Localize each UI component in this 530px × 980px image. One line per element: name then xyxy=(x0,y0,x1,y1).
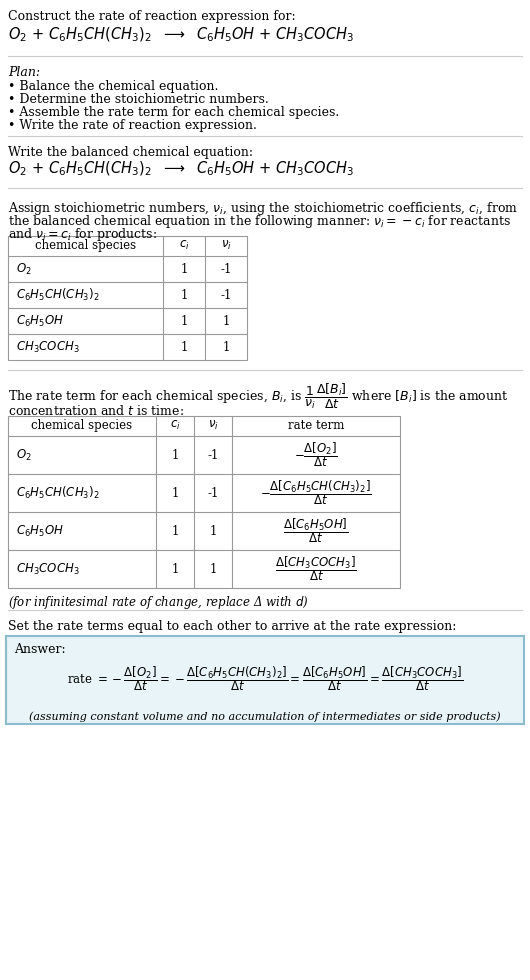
Text: chemical species: chemical species xyxy=(31,419,132,432)
Text: 1: 1 xyxy=(222,315,229,327)
Text: $O_2$ $+$ $C_6H_5CH(CH_3)_2$  $\longrightarrow$  $C_6H_5OH$ $+$ $CH_3COCH_3$: $O_2$ $+$ $C_6H_5CH(CH_3)_2$ $\longright… xyxy=(8,160,354,178)
Text: $C_6H_5CH(CH_3)_2$: $C_6H_5CH(CH_3)_2$ xyxy=(16,485,100,501)
Text: 1: 1 xyxy=(180,315,188,327)
Text: Plan:: Plan: xyxy=(8,66,40,79)
Text: 1: 1 xyxy=(171,563,179,575)
Text: • Assemble the rate term for each chemical species.: • Assemble the rate term for each chemic… xyxy=(8,106,339,119)
Text: 1: 1 xyxy=(222,340,229,354)
Text: $O_2$ $+$ $C_6H_5CH(CH_3)_2$  $\longrightarrow$  $C_6H_5OH$ $+$ $CH_3COCH_3$: $O_2$ $+$ $C_6H_5CH(CH_3)_2$ $\longright… xyxy=(8,26,354,44)
Text: $C_6H_5OH$: $C_6H_5OH$ xyxy=(16,314,64,328)
Text: 1: 1 xyxy=(180,263,188,275)
Text: -1: -1 xyxy=(220,263,232,275)
Text: $\nu_i$: $\nu_i$ xyxy=(220,239,232,252)
Text: 1: 1 xyxy=(171,524,179,537)
Text: chemical species: chemical species xyxy=(35,239,136,252)
Text: $O_2$: $O_2$ xyxy=(16,448,32,463)
Text: $c_i$: $c_i$ xyxy=(170,419,180,432)
Text: -1: -1 xyxy=(207,449,219,462)
Text: The rate term for each chemical species, $B_i$, is $\dfrac{1}{\nu_i}\dfrac{\Delt: The rate term for each chemical species,… xyxy=(8,382,509,411)
Text: -1: -1 xyxy=(207,486,219,500)
Text: 1: 1 xyxy=(209,524,217,537)
Text: • Determine the stoichiometric numbers.: • Determine the stoichiometric numbers. xyxy=(8,93,269,106)
Text: $-\dfrac{\Delta[O_2]}{\Delta t}$: $-\dfrac{\Delta[O_2]}{\Delta t}$ xyxy=(294,441,338,469)
Text: • Balance the chemical equation.: • Balance the chemical equation. xyxy=(8,80,218,93)
Text: $\dfrac{\Delta[C_6H_5OH]}{\Delta t}$: $\dfrac{\Delta[C_6H_5OH]}{\Delta t}$ xyxy=(283,516,349,546)
Text: $C_6H_5CH(CH_3)_2$: $C_6H_5CH(CH_3)_2$ xyxy=(16,287,100,303)
Text: (assuming constant volume and no accumulation of intermediates or side products): (assuming constant volume and no accumul… xyxy=(29,711,501,721)
Text: $c_i$: $c_i$ xyxy=(179,239,189,252)
Text: Answer:: Answer: xyxy=(14,643,66,656)
Text: 1: 1 xyxy=(180,340,188,354)
Text: 1: 1 xyxy=(180,288,188,302)
Text: 1: 1 xyxy=(209,563,217,575)
Text: (for infinitesimal rate of change, replace Δ with $d$): (for infinitesimal rate of change, repla… xyxy=(8,594,309,611)
Text: 1: 1 xyxy=(171,486,179,500)
Text: $O_2$: $O_2$ xyxy=(16,262,32,276)
Text: -1: -1 xyxy=(220,288,232,302)
Text: Construct the rate of reaction expression for:: Construct the rate of reaction expressio… xyxy=(8,10,296,23)
Bar xyxy=(8,236,247,360)
Text: $C_6H_5OH$: $C_6H_5OH$ xyxy=(16,523,64,539)
Bar xyxy=(8,416,400,588)
Text: Set the rate terms equal to each other to arrive at the rate expression:: Set the rate terms equal to each other t… xyxy=(8,620,456,633)
Text: rate term: rate term xyxy=(288,419,344,432)
Text: Write the balanced chemical equation:: Write the balanced chemical equation: xyxy=(8,146,253,159)
Text: concentration and $t$ is time:: concentration and $t$ is time: xyxy=(8,404,184,418)
Text: $CH_3COCH_3$: $CH_3COCH_3$ xyxy=(16,339,80,355)
Text: $CH_3COCH_3$: $CH_3COCH_3$ xyxy=(16,562,80,576)
Text: the balanced chemical equation in the following manner: $\nu_i = -c_i$ for react: the balanced chemical equation in the fo… xyxy=(8,213,511,230)
Text: and $\nu_i = c_i$ for products:: and $\nu_i = c_i$ for products: xyxy=(8,226,157,243)
Text: rate $= -\dfrac{\Delta[O_2]}{\Delta t} = -\dfrac{\Delta[C_6H_5CH(CH_3)_2]}{\Delt: rate $= -\dfrac{\Delta[O_2]}{\Delta t} =… xyxy=(67,664,463,693)
Text: $-\dfrac{\Delta[C_6H_5CH(CH_3)_2]}{\Delta t}$: $-\dfrac{\Delta[C_6H_5CH(CH_3)_2]}{\Delt… xyxy=(260,478,372,508)
Text: $\nu_i$: $\nu_i$ xyxy=(208,419,218,432)
Text: Assign stoichiometric numbers, $\nu_i$, using the stoichiometric coefficients, $: Assign stoichiometric numbers, $\nu_i$, … xyxy=(8,200,518,217)
FancyBboxPatch shape xyxy=(6,636,524,724)
Text: • Write the rate of reaction expression.: • Write the rate of reaction expression. xyxy=(8,119,257,132)
Text: $\dfrac{\Delta[CH_3COCH_3]}{\Delta t}$: $\dfrac{\Delta[CH_3COCH_3]}{\Delta t}$ xyxy=(275,555,357,583)
Text: 1: 1 xyxy=(171,449,179,462)
